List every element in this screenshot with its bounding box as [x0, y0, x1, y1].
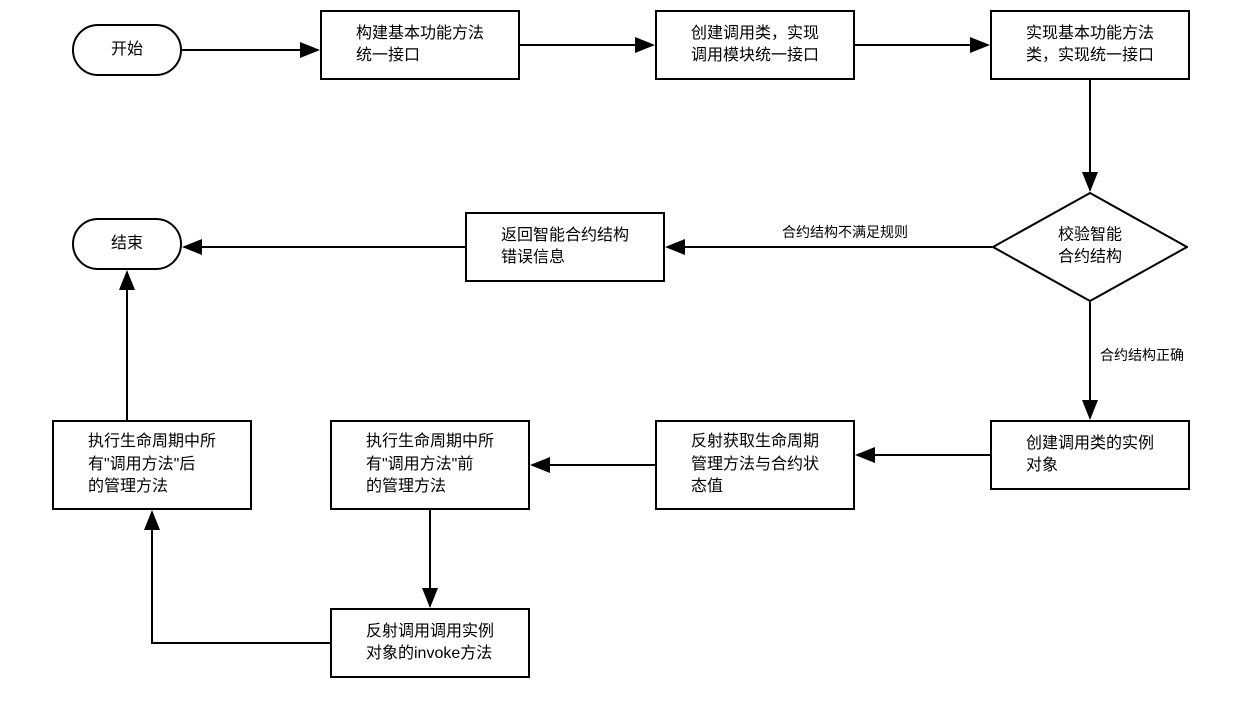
- node-exec-before: 执行生命周期中所有"调用方法"前的管理方法: [330, 420, 530, 510]
- flow-arrows: [0, 0, 1239, 711]
- decision-validate-label: 校验智能合约结构: [1058, 225, 1122, 270]
- node-create-caller-label: 创建调用类，实现调用模块统一接口: [691, 23, 819, 68]
- node-exec-before-label: 执行生命周期中所有"调用方法"前的管理方法: [366, 431, 494, 498]
- start-node: 开始: [72, 24, 182, 76]
- node-error-return: 返回智能合约结构错误信息: [465, 212, 665, 282]
- node-create-caller: 创建调用类，实现调用模块统一接口: [655, 10, 855, 80]
- node-create-instance-label: 创建调用类的实例对象: [1026, 433, 1154, 478]
- node-invoke-label: 反射调用调用实例对象的invoke方法: [366, 621, 494, 666]
- node-create-instance: 创建调用类的实例对象: [990, 420, 1190, 490]
- edge-label-fail: 合约结构不满足规则: [782, 222, 908, 242]
- node-impl-class: 实现基本功能方法类，实现统一接口: [990, 10, 1190, 80]
- node-impl-class-label: 实现基本功能方法类，实现统一接口: [1026, 23, 1154, 68]
- edge-label-pass: 合约结构正确: [1100, 345, 1184, 365]
- node-reflect-lifecycle-label: 反射获取生命周期管理方法与合约状态值: [691, 431, 819, 498]
- node-reflect-lifecycle: 反射获取生命周期管理方法与合约状态值: [655, 420, 855, 510]
- node-build-interface-label: 构建基本功能方法统一接口: [356, 23, 484, 68]
- end-node: 结束: [72, 218, 182, 270]
- node-exec-after: 执行生命周期中所有"调用方法"后的管理方法: [52, 420, 252, 510]
- start-label: 开始: [111, 39, 143, 61]
- end-label: 结束: [111, 233, 143, 255]
- node-error-return-label: 返回智能合约结构错误信息: [501, 225, 629, 270]
- node-build-interface: 构建基本功能方法统一接口: [320, 10, 520, 80]
- decision-validate: 校验智能合约结构: [992, 192, 1188, 302]
- node-invoke: 反射调用调用实例对象的invoke方法: [330, 608, 530, 678]
- node-exec-after-label: 执行生命周期中所有"调用方法"后的管理方法: [88, 431, 216, 498]
